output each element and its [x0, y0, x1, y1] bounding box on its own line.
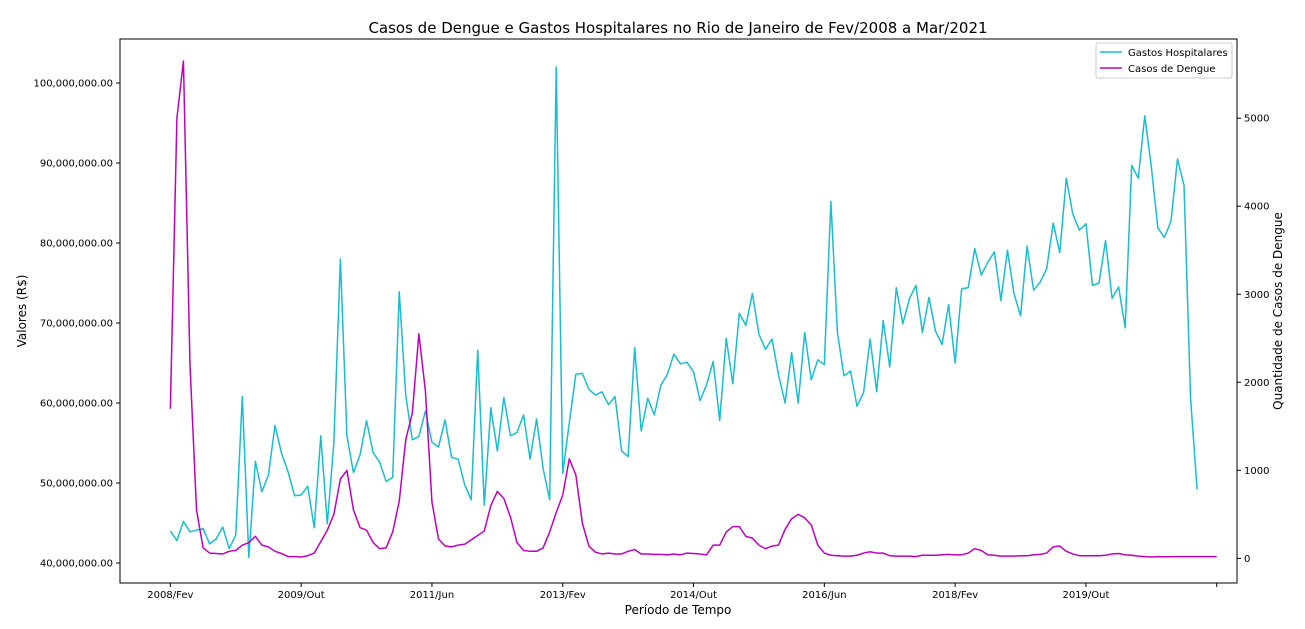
- left-y-tick-label: 80,000,000.00: [40, 239, 113, 250]
- x-tick-label: 2013/Fev: [540, 590, 586, 601]
- right-y-tick-label: 0: [1244, 554, 1250, 565]
- x-tick-label: 2009/Out: [278, 590, 325, 601]
- plot-area-frame: [119, 38, 1238, 584]
- left-y-tick-label: 90,000,000.00: [40, 159, 113, 170]
- legend: Gastos Hospitalares Casos de Dengue: [1095, 42, 1233, 79]
- left-y-axis: 40,000,000.00 50,000,000.00 60,000,000.00 7…: [33, 79, 120, 570]
- x-tick-label: 2014/Out: [670, 590, 717, 601]
- right-y-axis: 0 1000 2000 3000 4000 5000: [1237, 114, 1269, 565]
- x-tick-label: 2011/Jun: [410, 590, 454, 601]
- x-tick-label: 2019/Out: [1062, 590, 1109, 601]
- left-y-tick-label: 60,000,000.00: [40, 399, 113, 410]
- right-y-tick-label: 1000: [1244, 466, 1269, 477]
- legend-label-gastos-hospitalares: Gastos Hospitalares: [1128, 48, 1228, 59]
- series-line-gastos-hospitalares: [169, 66, 1198, 559]
- left-y-tick-label: 100,000,000.00: [33, 79, 113, 90]
- right-y-tick-label: 5000: [1244, 114, 1269, 125]
- x-axis: 2008/Fev 2009/Out 2011/Jun 2013/Fev 2014/Out…: [147, 583, 1218, 601]
- left-y-axis-label: Valores (R$): [15, 275, 29, 348]
- left-y-tick-label: 50,000,000.00: [40, 479, 113, 490]
- right-y-tick-label: 3000: [1244, 290, 1269, 301]
- x-axis-label: Período de Tempo: [625, 603, 732, 617]
- x-tick-label: 2008/Fev: [147, 590, 193, 601]
- legend-label-casos-de-dengue: Casos de Dengue: [1128, 64, 1216, 75]
- right-y-tick-label: 2000: [1244, 378, 1269, 389]
- legend-box: [1095, 42, 1233, 79]
- series-layer: [169, 60, 1217, 559]
- chart-title: Casos de Dengue e Gastos Hospitalares no…: [368, 19, 987, 37]
- series-line-casos-de-dengue: [169, 60, 1217, 558]
- right-y-tick-label: 4000: [1244, 202, 1269, 213]
- x-tick-label: 2016/Jun: [802, 590, 846, 601]
- left-y-tick-label: 70,000,000.00: [40, 319, 113, 330]
- x-tick-label: 2018/Fev: [932, 590, 978, 601]
- right-y-axis-label: Quantidade de Casos de Dengue: [1271, 212, 1285, 410]
- left-y-tick-label: 40,000,000.00: [40, 559, 113, 570]
